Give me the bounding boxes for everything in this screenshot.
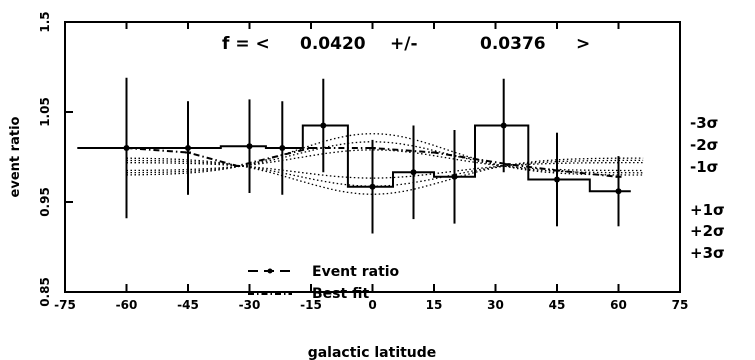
sigma-label: +3σ	[690, 244, 725, 262]
event-ratio-point	[320, 122, 327, 129]
sigma-label: +1σ	[690, 201, 725, 219]
sigma-label: -3σ	[690, 114, 718, 132]
event-ratio-point	[451, 173, 458, 180]
event-ratio-point	[246, 143, 253, 150]
x-tick-label: 15	[426, 298, 443, 312]
x-tick-label: 60	[610, 298, 627, 312]
event-ratio-point	[279, 145, 286, 151]
y-tick-label: 0.85	[38, 277, 52, 307]
x-tick-label: -15	[300, 298, 322, 312]
annotation-error: 0.0376	[480, 34, 546, 54]
annotation-prefix: f = <	[222, 34, 270, 54]
event-ratio-layer	[77, 77, 631, 234]
x-tick-label: -60	[116, 298, 138, 312]
y-axis-label: event ratio	[8, 116, 23, 197]
annotation-fraction: 0.0420	[300, 34, 366, 54]
x-tick-label: -30	[239, 298, 261, 312]
sigma-curve	[126, 149, 644, 172]
event-ratio-point	[185, 145, 191, 151]
sigma-label: -2σ	[690, 136, 718, 154]
x-tick-label: 30	[487, 298, 504, 312]
legend-best-fit-label: Best fit	[312, 286, 369, 302]
event-ratio-point	[500, 122, 507, 129]
y-tick-label: 1.05	[38, 97, 52, 127]
x-tick-label: -75	[54, 298, 76, 312]
legend: Event ratio Best fit	[248, 264, 400, 302]
best-fit-line	[126, 147, 619, 178]
sigma-curves	[126, 133, 644, 195]
y-tick-label: 0.95	[38, 187, 52, 217]
sigma-labels: -3σ -2σ -1σ +1σ +2σ +3σ	[690, 114, 725, 262]
x-tick-label: -45	[177, 298, 199, 312]
sigma-curve	[126, 161, 644, 179]
y-tick-label: 1.5	[38, 11, 52, 32]
annotation-suffix: >	[576, 34, 590, 54]
sigma-label: -1σ	[690, 158, 718, 176]
x-axis-label: galactic latitude	[308, 345, 437, 360]
legend-event-ratio-label: Event ratio	[312, 264, 400, 280]
x-tick-label: 45	[549, 298, 566, 312]
sigma-label: +2σ	[690, 222, 725, 240]
x-tick-label: 75	[672, 298, 689, 312]
event-ratio-histogram	[77, 124, 631, 193]
event-ratio-point	[410, 169, 417, 176]
event-ratio-point	[554, 176, 560, 183]
event-ratio-point	[123, 145, 130, 151]
legend-event-ratio-dot	[267, 268, 273, 274]
x-tick-label: 0	[368, 298, 376, 312]
event-ratio-point	[615, 188, 622, 195]
annotation-pm: +/-	[390, 34, 418, 54]
sigma-curve	[126, 133, 644, 176]
event-ratio-point	[369, 183, 376, 190]
sigma-curve	[126, 141, 644, 174]
axes-layer: -75 -60 -45 -30 -15 0 15 30 45 60 75 0.85 0.95 1.05 1.…	[38, 11, 688, 312]
